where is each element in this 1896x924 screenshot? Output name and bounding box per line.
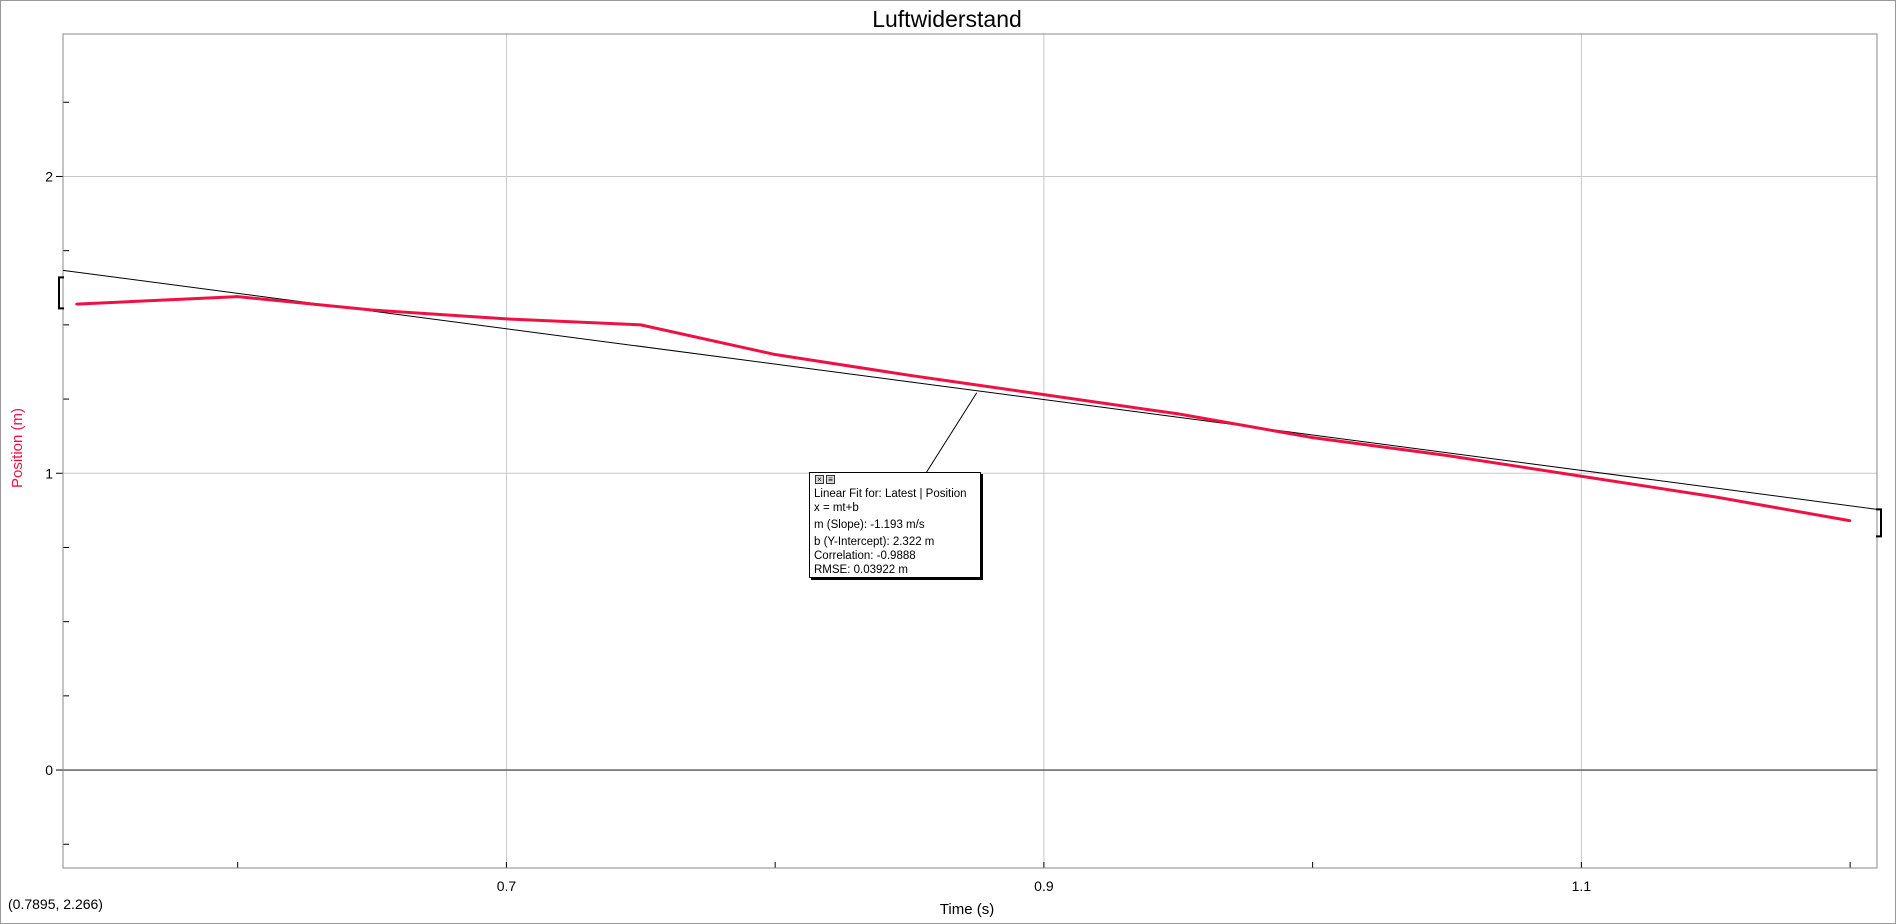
data-point: [236, 295, 239, 298]
fit-intercept: b (Y-Intercept): 2.322 m: [814, 536, 935, 548]
data-point: [1714, 495, 1717, 499]
data-point: [908, 374, 911, 377]
data-point: [1580, 475, 1583, 478]
annotation-leader: [925, 392, 978, 474]
data-point: [1311, 436, 1314, 439]
data-point: [773, 353, 777, 356]
data-point: [75, 302, 78, 306]
plot-area-border: [62, 33, 1878, 869]
linear-fit-annotation[interactable]: × ≡ Linear Fit for: Latest | Position x …: [809, 472, 981, 578]
data-point: [1042, 393, 1046, 396]
data-point: [639, 323, 642, 327]
y-tick-label: 1: [45, 465, 53, 481]
data-point: [505, 317, 508, 321]
fit-range-bracket-left: [58, 276, 64, 310]
series-line-position: [76, 295, 1851, 523]
fit-title: Linear Fit for: Latest | Position: [814, 488, 967, 500]
fit-slope: m (Slope): -1.193 m/s: [814, 519, 925, 531]
fit-rmse: RMSE: 0.03922 m: [814, 564, 908, 576]
series-layer: [75, 295, 1852, 523]
data-point: [1848, 519, 1852, 522]
fit-correlation: Correlation: -0.9888: [814, 550, 916, 562]
menu-icon[interactable]: ≡: [826, 475, 835, 484]
grid: [63, 34, 1877, 868]
x-tick-label: 0.7: [497, 878, 517, 894]
fit-equation: x = mt+b: [814, 502, 859, 514]
y-tick-label: 2: [45, 168, 53, 184]
data-point: [370, 308, 374, 312]
x-tick-label: 1.1: [1572, 878, 1592, 894]
coordinate-readout: (0.7895, 2.266): [8, 896, 103, 912]
data-point: [1445, 454, 1449, 457]
fit-range-bracket-right: [1876, 508, 1882, 538]
y-axis-label: Position (m): [9, 408, 26, 488]
y-tick-label: 0: [45, 762, 53, 778]
x-axis-label: Time (s): [940, 901, 994, 918]
chart-title: Luftwiderstand: [872, 6, 1022, 32]
data-point: [1177, 412, 1180, 416]
close-icon[interactable]: ×: [815, 475, 824, 484]
axes: 0.7 0.9 1.1 0 1 2: [45, 33, 1882, 894]
x-tick-label: 0.9: [1034, 878, 1054, 894]
